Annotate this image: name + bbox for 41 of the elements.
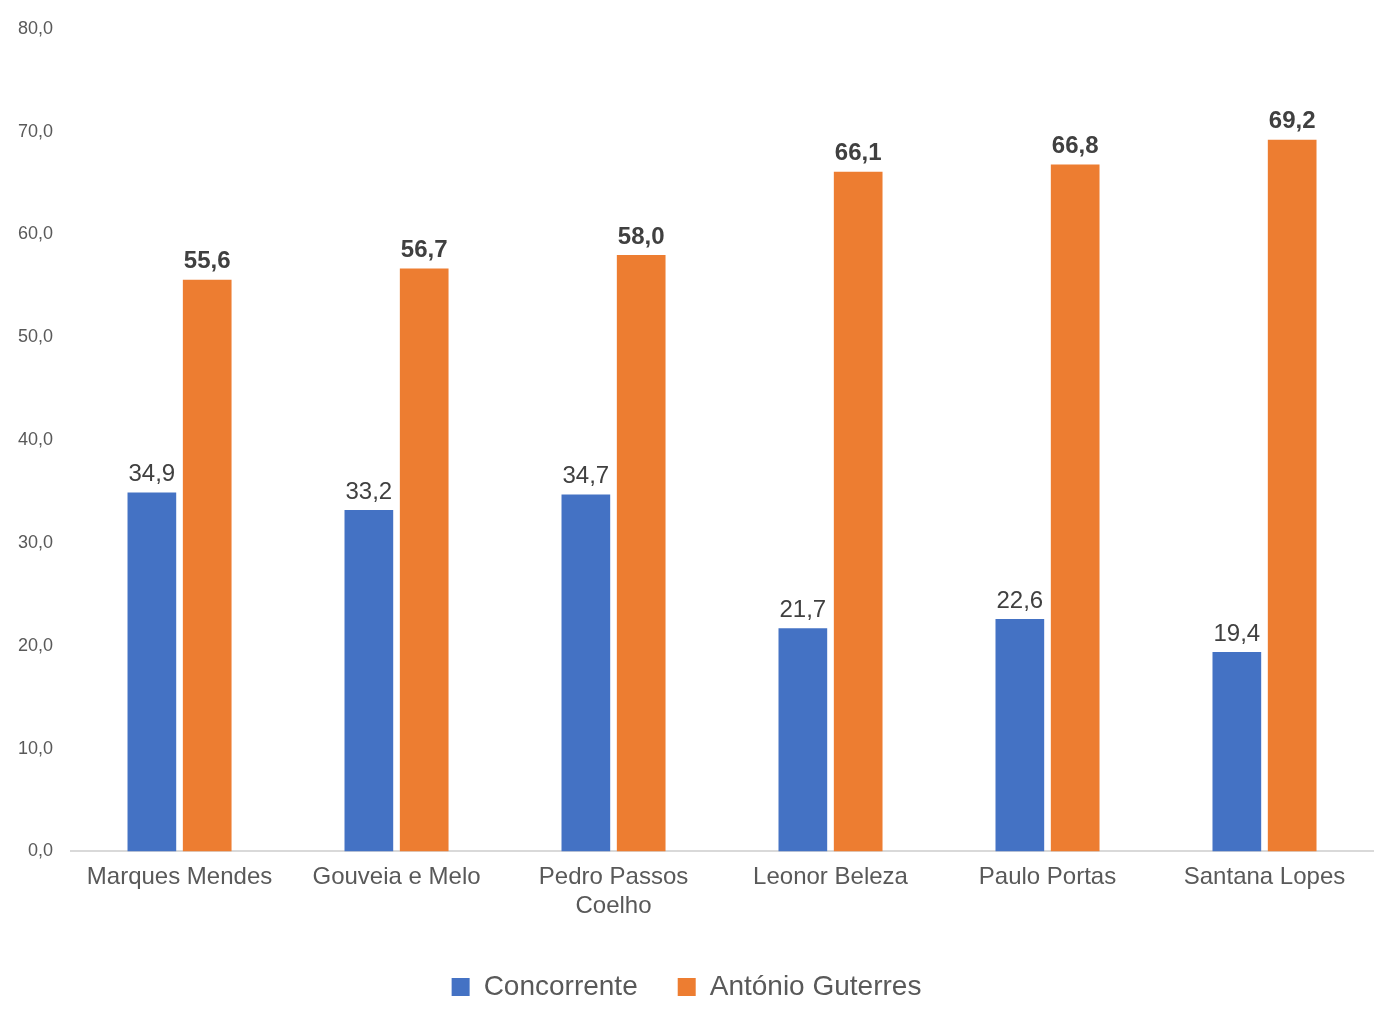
- y-tick-label: 60,0: [17, 223, 54, 244]
- bar: [995, 619, 1045, 852]
- data-label: 66,8: [1051, 131, 1099, 159]
- y-tick-label: 0,0: [28, 840, 54, 861]
- x-tick-label: Gouveia e Melo: [312, 862, 481, 890]
- bar: [344, 510, 394, 852]
- bar: [1212, 651, 1262, 852]
- bar: [833, 171, 883, 852]
- data-label: 55,6: [183, 246, 231, 274]
- data-label: 66,1: [834, 138, 882, 166]
- bar: [127, 492, 177, 852]
- data-label: 56,7: [400, 235, 448, 263]
- data-label: 34,9: [128, 459, 176, 487]
- y-tick-label: 40,0: [17, 429, 54, 450]
- x-tick-label: Santana Lopes: [1183, 862, 1346, 890]
- data-label: 34,7: [562, 461, 610, 489]
- x-tick-label: Pedro Passos Coelho: [538, 862, 689, 919]
- legend-label: Concorrente: [483, 969, 638, 1001]
- x-tick-label: Paulo Portas: [978, 862, 1117, 890]
- data-label: 33,2: [345, 476, 393, 504]
- data-label: 19,4: [1213, 618, 1261, 646]
- bar: [778, 628, 828, 852]
- data-label: 58,0: [617, 221, 665, 249]
- bar: [1267, 139, 1317, 852]
- legend-label: António Guterres: [709, 969, 922, 1001]
- bar: [561, 494, 611, 852]
- bar: [399, 268, 449, 852]
- y-tick-label: 50,0: [17, 326, 54, 347]
- data-label: 22,6: [996, 585, 1044, 613]
- y-tick-label: 10,0: [17, 737, 54, 758]
- x-tick-label: Marques Mendes: [86, 862, 273, 890]
- y-tick-label: 20,0: [17, 634, 54, 655]
- bar: [182, 279, 232, 852]
- bar: [616, 255, 666, 852]
- data-label: 69,2: [1268, 106, 1316, 134]
- bar: [1050, 164, 1100, 852]
- y-tick-label: 30,0: [17, 531, 54, 552]
- x-tick-label: Leonor Beleza: [753, 862, 909, 890]
- y-tick-label: 80,0: [17, 17, 54, 38]
- data-label: 21,7: [779, 594, 827, 622]
- y-tick-label: 70,0: [17, 120, 54, 141]
